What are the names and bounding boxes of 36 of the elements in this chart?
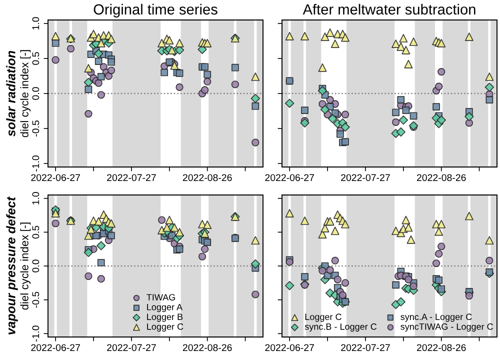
y-tick-label: -0.5 — [32, 292, 40, 308]
text: solar radiation — [6, 50, 16, 136]
legend-label: sync.B - Logger C — [304, 323, 377, 332]
chart-title: Original time series — [94, 4, 218, 18]
chart-title: After meltwater subtraction — [302, 4, 476, 15]
y-tick-label: 1.0 — [32, 192, 40, 204]
y-axis-title: diel cycle index [-] — [20, 50, 31, 138]
legend-label: syncTIWAG - Logger C — [400, 323, 493, 332]
x-tick-label: 2022-07-27 — [341, 174, 390, 182]
x-tick-label: 2022-06-27 — [265, 344, 314, 352]
x-tick-label: 2022-07-27 — [341, 344, 390, 352]
y-axis-title: diel cycle index [-] — [20, 222, 31, 310]
x-tick-label: 2022-06-27 — [31, 174, 80, 182]
x-tick-label: 2022-08-26 — [182, 174, 232, 182]
x-tick-label: 2022-07-27 — [107, 344, 156, 352]
y-tick-label: 0.0 — [32, 87, 40, 100]
x-tick-label: 2022-06-27 — [31, 344, 80, 352]
x-tick-label: 2022-08-26 — [182, 344, 232, 352]
x-tick-label: 2022-08-26 — [416, 174, 466, 182]
y-tick-label: 0.5 — [32, 52, 40, 65]
legend-label: Logger C — [147, 323, 184, 332]
x-tick-label: 2022-06-27 — [265, 174, 314, 182]
legend-label: Logger A — [147, 304, 183, 312]
x-tick-label: 2022-08-26 — [416, 344, 466, 352]
y-tick-label: -0.5 — [32, 120, 40, 136]
y-tick-label: 0.5 — [32, 226, 40, 239]
text: vapour pressure defect — [6, 196, 18, 334]
y-tick-label: -1.0 — [32, 156, 40, 172]
y-tick-label: 1.0 — [32, 17, 40, 30]
legend-label: TIWAG — [146, 294, 175, 300]
x-tick-label: 2022-07-27 — [107, 174, 156, 182]
legend-label: Logger B — [147, 314, 183, 322]
y-tick-label: 0.0 — [32, 260, 40, 272]
y-tick-label: -1.0 — [32, 326, 40, 342]
legend-label: Logger C — [305, 314, 342, 322]
legend-label: sync.A - Logger C — [400, 314, 472, 322]
